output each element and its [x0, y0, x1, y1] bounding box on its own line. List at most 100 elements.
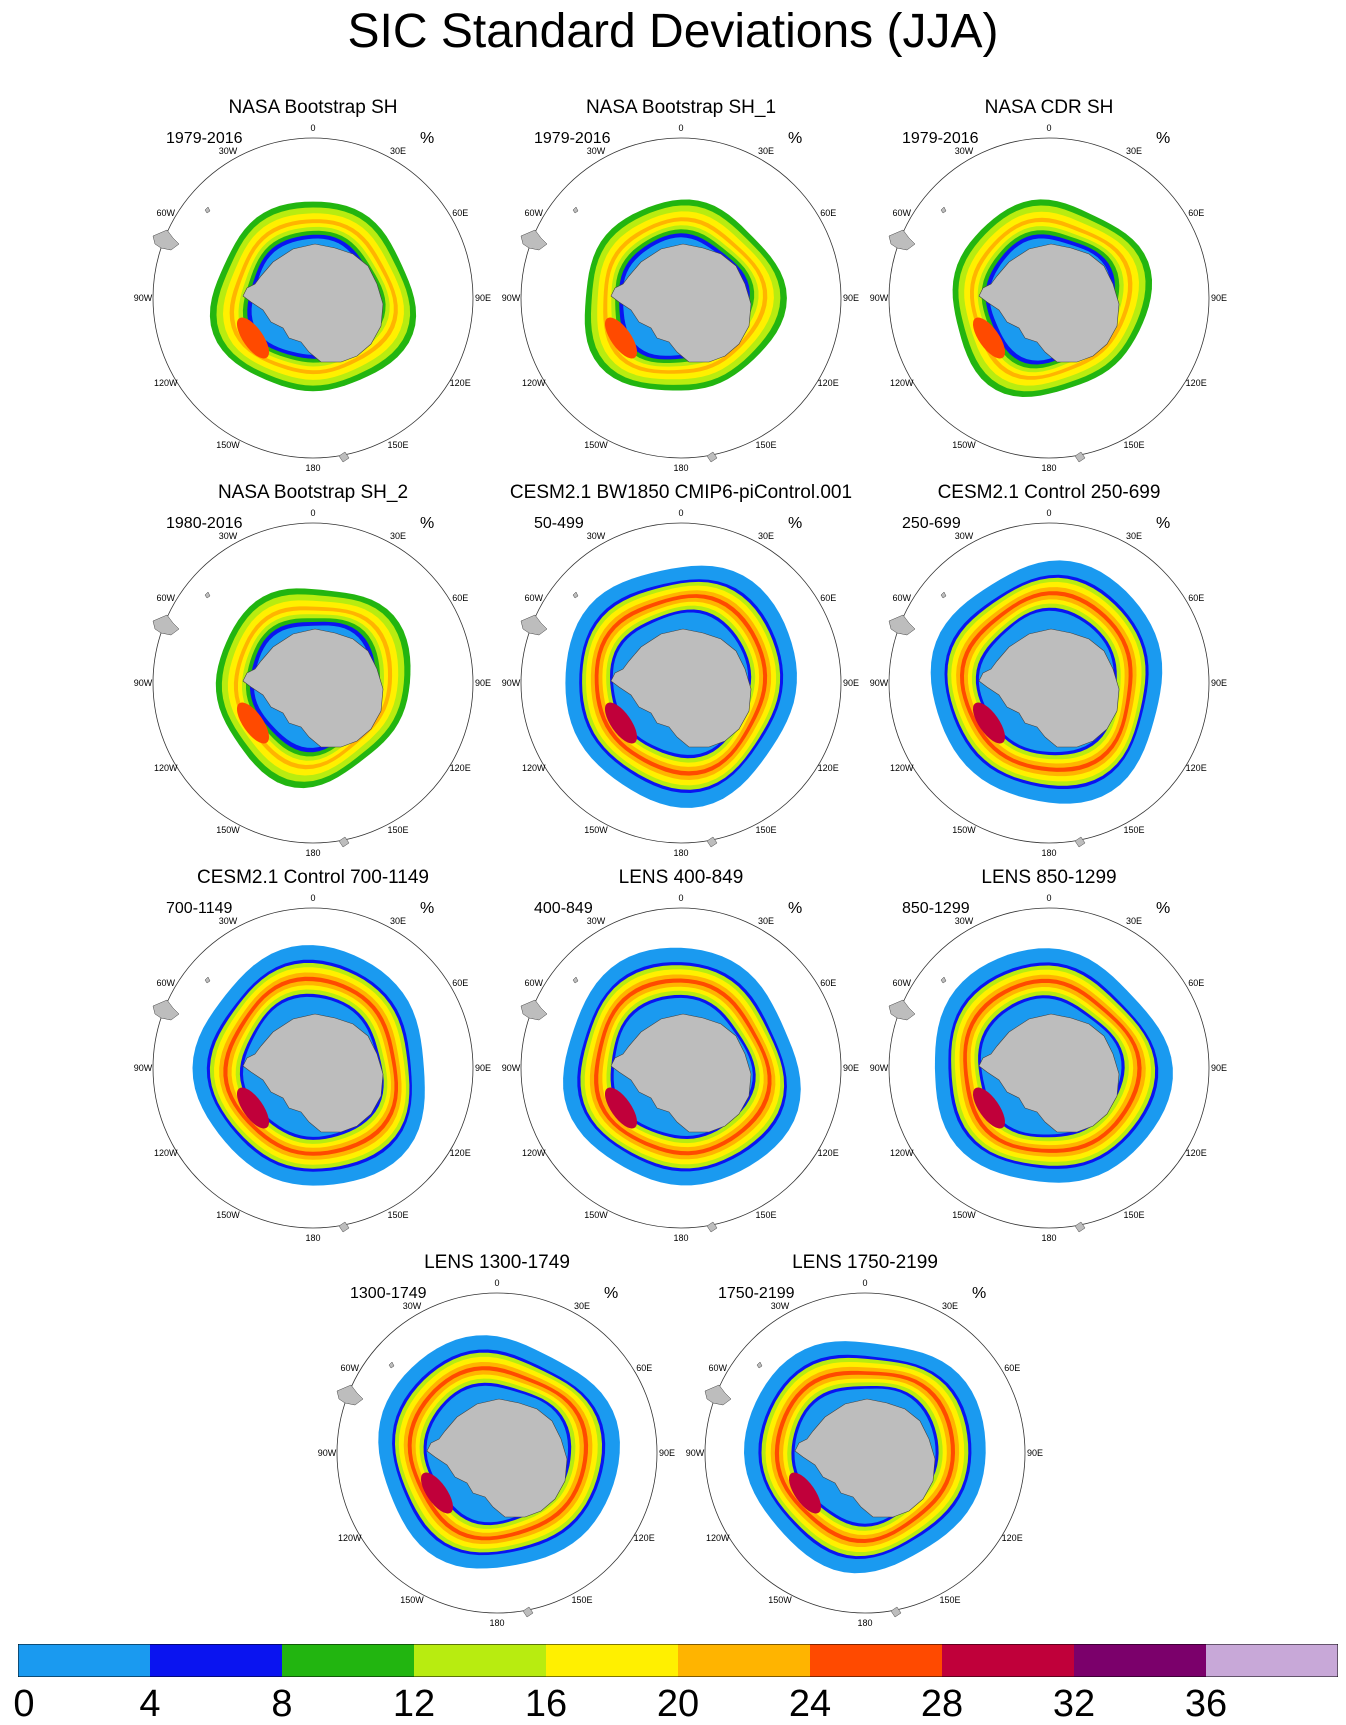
polar-map: 0 30E 60E 90E 120E 150E 180 150W 120W 90W 60W 30W	[502, 893, 859, 1243]
panel-title: CESM2.1 BW1850 CMIP6-piControl.001	[509, 482, 853, 503]
map-panel: LENS 1750-2199 1750-2199% 0 30E 60E 90E 120E 15…	[680, 1252, 1050, 1632]
new-zealand	[338, 836, 350, 848]
island	[940, 591, 947, 599]
longitude-tick-label: 30W	[955, 916, 974, 926]
longitude-tick-label: 0	[678, 893, 683, 903]
longitude-tick-label: 120E	[450, 378, 471, 388]
polar-map: 0 30E 60E 90E 120E 150E 180 150W 120W 90W 60W 30W	[318, 1278, 675, 1628]
longitude-tick-label: 120W	[154, 1148, 178, 1158]
longitude-tick-label: 150W	[952, 825, 976, 835]
longitude-tick-label: 180	[1041, 1233, 1056, 1243]
longitude-tick-label: 120E	[818, 1148, 839, 1158]
south-america-tip	[520, 999, 548, 1021]
longitude-tick-label: 60E	[820, 593, 836, 603]
longitude-tick-label: 90E	[843, 293, 859, 303]
longitude-tick-label: 150W	[768, 1595, 792, 1605]
longitude-tick-label: 120W	[890, 763, 914, 773]
longitude-tick-label: 120E	[1002, 1533, 1023, 1543]
sic-hotspot	[604, 1087, 638, 1129]
polar-map: 0 30E 60E 90E 120E 150E 180 150W 120W 90W 60W 30W	[870, 123, 1227, 473]
longitude-tick-label: 150W	[584, 1210, 608, 1220]
island	[572, 591, 579, 599]
map-panel: LENS 400-849 400-849% 0 30E 60E 90E 120E 150E 18…	[496, 867, 866, 1247]
longitude-tick-label: 60W	[893, 208, 912, 218]
longitude-tick-label: 90E	[659, 1448, 675, 1458]
colorbar-segment	[678, 1644, 811, 1677]
longitude-tick-label: 90E	[1027, 1448, 1043, 1458]
longitude-tick-label: 60W	[157, 208, 176, 218]
period-label: 250-699	[902, 515, 961, 532]
longitude-tick-label: 30E	[758, 531, 774, 541]
longitude-tick-label: 30W	[219, 531, 238, 541]
south-america-tip	[152, 229, 180, 251]
colorbar-tick-label: 36	[1184, 1683, 1228, 1725]
longitude-tick-label: 150W	[952, 1210, 976, 1220]
colorbar-segment	[546, 1644, 679, 1677]
south-america-tip	[888, 999, 916, 1021]
longitude-tick-label: 60W	[893, 978, 912, 988]
longitude-tick-label: 90E	[475, 1063, 491, 1073]
colorbar-tick-label: 8	[271, 1683, 293, 1725]
longitude-tick-label: 150W	[952, 440, 976, 450]
island	[940, 976, 947, 984]
longitude-tick-label: 0	[494, 1278, 499, 1288]
colorbar-tick-label: 4	[139, 1683, 161, 1725]
south-america-tip	[152, 999, 180, 1021]
colorbar-tick-label: 32	[1052, 1683, 1096, 1725]
period-label: 1750-2199	[718, 1285, 795, 1302]
south-america-tip	[336, 1384, 364, 1406]
longitude-tick-label: 0	[678, 508, 683, 518]
period-label: 1300-1749	[350, 1285, 427, 1302]
longitude-tick-label: 90W	[502, 1063, 521, 1073]
longitude-tick-label: 90W	[870, 678, 889, 688]
longitude-tick-label: 0	[310, 508, 315, 518]
longitude-tick-label: 60E	[452, 208, 468, 218]
period-label: 50-499	[534, 515, 584, 532]
longitude-tick-label: 90E	[1211, 293, 1227, 303]
panel-title: LENS 400-849	[618, 867, 744, 888]
south-america-tip	[152, 614, 180, 636]
unit-label: %	[972, 1285, 987, 1302]
unit-label: %	[1156, 515, 1171, 532]
longitude-tick-label: 150W	[216, 1210, 240, 1220]
period-label: 850-1299	[902, 900, 970, 917]
longitude-tick-label: 60E	[636, 1363, 652, 1373]
island	[572, 976, 579, 984]
sic-hotspot	[420, 1472, 454, 1514]
panel-title: NASA Bootstrap SH_1	[585, 97, 777, 118]
colorbar-tick-label: 12	[392, 1683, 436, 1725]
longitude-tick-label: 60E	[1188, 593, 1204, 603]
antarctica-landmass	[426, 1398, 568, 1518]
island	[204, 976, 211, 984]
new-zealand	[1074, 451, 1086, 463]
unit-label: %	[420, 130, 435, 147]
polar-map: 0 30E 60E 90E 120E 150E 180 150W 120W 90W 60W 30W	[686, 1278, 1043, 1628]
longitude-tick-label: 180	[857, 1618, 872, 1628]
colorbar-tick-label: 16	[524, 1683, 568, 1725]
unit-label: %	[420, 900, 435, 917]
longitude-tick-label: 90W	[318, 1448, 337, 1458]
longitude-tick-label: 90W	[870, 293, 889, 303]
longitude-tick-label: 120W	[154, 763, 178, 773]
longitude-tick-label: 30W	[219, 146, 238, 156]
unit-label: %	[788, 515, 803, 532]
longitude-tick-label: 120W	[890, 1148, 914, 1158]
period-label: 1979-2016	[534, 130, 611, 147]
map-panel: NASA CDR SH 1979-2016% 0 30E 60E 90E 120E 150E 1…	[864, 97, 1234, 477]
sic-hotspot	[972, 702, 1006, 744]
unit-label: %	[788, 900, 803, 917]
period-label: 400-849	[534, 900, 593, 917]
longitude-tick-label: 120W	[522, 763, 546, 773]
longitude-tick-label: 150E	[387, 440, 408, 450]
new-zealand	[338, 451, 350, 463]
south-america-tip	[888, 229, 916, 251]
longitude-tick-label: 120W	[890, 378, 914, 388]
unit-label: %	[604, 1285, 619, 1302]
longitude-tick-label: 150W	[400, 1595, 424, 1605]
island	[204, 206, 211, 214]
longitude-tick-label: 30W	[955, 531, 974, 541]
longitude-tick-label: 0	[862, 1278, 867, 1288]
longitude-tick-label: 90W	[870, 1063, 889, 1073]
island	[388, 1361, 395, 1369]
island	[204, 591, 211, 599]
